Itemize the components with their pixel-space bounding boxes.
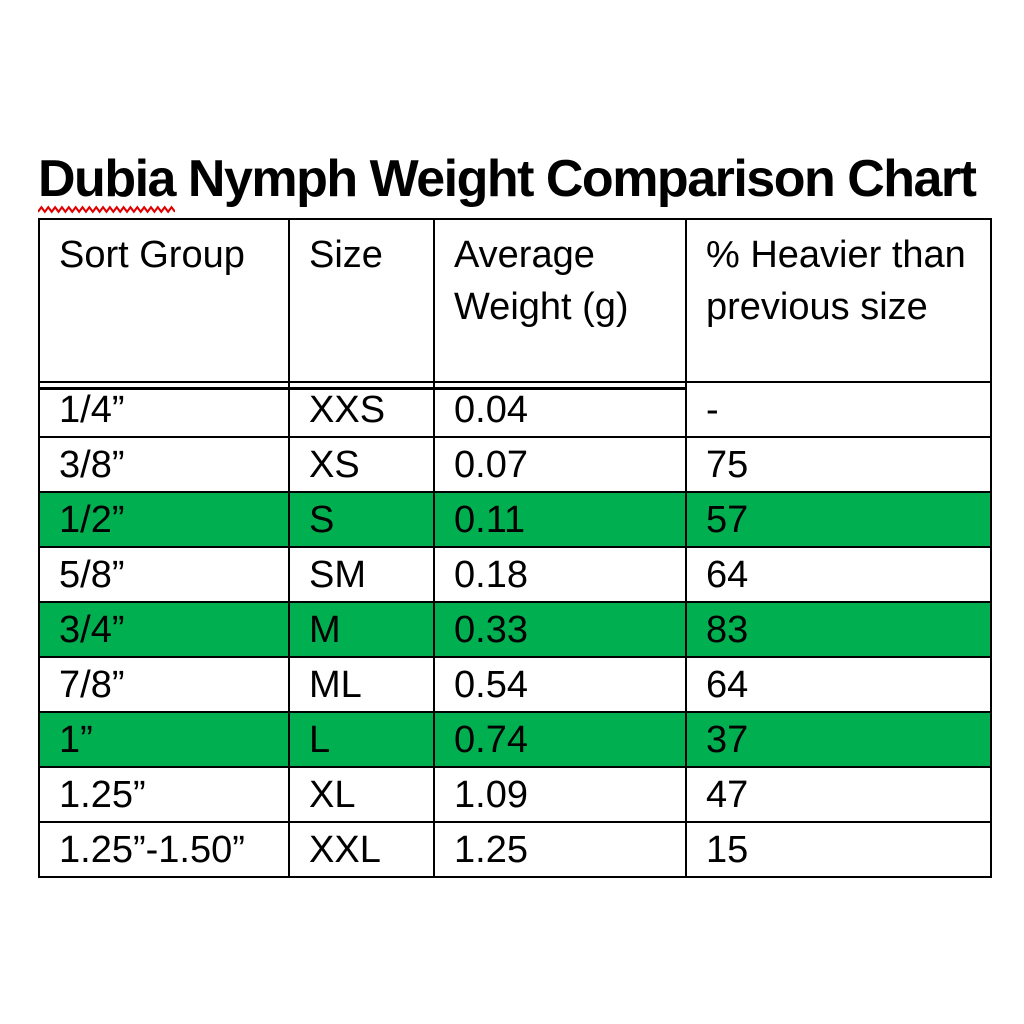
table-row: 1.25”-1.50” XXL 1.25 15 [38, 821, 992, 878]
cell-avg-weight: 0.54 [433, 656, 687, 713]
cell-pct-heavier: 37 [685, 711, 992, 768]
spellcheck-flagged-word: Dubia [38, 149, 176, 214]
weight-comparison-table-wrap: Sort Group Size Average Weight (g) % Hea… [38, 218, 992, 878]
cell-size: ML [288, 656, 435, 713]
cell-avg-weight: 1.25 [433, 821, 687, 878]
cell-size: XL [288, 766, 435, 823]
cell-sort-group: 3/8” [38, 436, 290, 493]
cell-sort-group: 1.25”-1.50” [38, 821, 290, 878]
cell-size: XXS [288, 381, 435, 438]
header-sort-group: Sort Group [38, 218, 290, 383]
cell-avg-weight: 0.04 [433, 381, 687, 438]
cell-pct-heavier: 75 [685, 436, 992, 493]
header-row: Sort Group Size Average Weight (g) % Hea… [38, 218, 992, 383]
table-row: 5/8” SM 0.18 64 [38, 546, 992, 603]
cell-avg-weight: 1.09 [433, 766, 687, 823]
header-avg-weight: Average Weight (g) [433, 218, 687, 383]
cell-sort-group: 1/4” [38, 381, 290, 438]
title-word-dubia: Dubia [38, 149, 176, 208]
cell-size: L [288, 711, 435, 768]
cell-avg-weight: 0.74 [433, 711, 687, 768]
cell-sort-group: 1/2” [38, 491, 290, 548]
cell-sort-group: 1” [38, 711, 290, 768]
cell-avg-weight: 0.07 [433, 436, 687, 493]
cell-pct-heavier: 57 [685, 491, 992, 548]
cell-pct-heavier: 47 [685, 766, 992, 823]
header-size: Size [288, 218, 435, 383]
cell-sort-group: 1.25” [38, 766, 290, 823]
cell-size: XS [288, 436, 435, 493]
title-rest: Nymph Weight Comparison Chart [174, 149, 977, 208]
cell-size: SM [288, 546, 435, 603]
cell-size: S [288, 491, 435, 548]
cell-sort-group: 3/4” [38, 601, 290, 658]
cell-pct-heavier: 64 [685, 656, 992, 713]
cell-avg-weight: 0.11 [433, 491, 687, 548]
cell-pct-heavier: - [685, 381, 992, 438]
table-row: 1/4” XXS 0.04 - [38, 381, 992, 438]
cell-size: M [288, 601, 435, 658]
cell-sort-group: 5/8” [38, 546, 290, 603]
cell-pct-heavier: 83 [685, 601, 992, 658]
table-row: 1” L 0.74 37 [38, 711, 992, 768]
cell-pct-heavier: 15 [685, 821, 992, 878]
weight-comparison-table: Sort Group Size Average Weight (g) % Hea… [38, 218, 992, 878]
cell-sort-group: 7/8” [38, 656, 290, 713]
table-row: 1/2” S 0.11 57 [38, 491, 992, 548]
page-title: Dubia Nymph Weight Comparison Chart [38, 149, 977, 214]
table-row: 3/4” M 0.33 83 [38, 601, 992, 658]
header-pct-heavier: % Heavier than previous size [685, 218, 992, 383]
cell-avg-weight: 0.18 [433, 546, 687, 603]
table-row: 1.25” XL 1.09 47 [38, 766, 992, 823]
table-body: 1/4” XXS 0.04 - 3/8” XS 0.07 75 1/2” S 0… [38, 381, 992, 878]
spellcheck-squiggle-icon [38, 205, 175, 214]
cell-pct-heavier: 64 [685, 546, 992, 603]
cell-size: XXL [288, 821, 435, 878]
cell-avg-weight: 0.33 [433, 601, 687, 658]
table-row: 7/8” ML 0.54 64 [38, 656, 992, 713]
table-row: 3/8” XS 0.07 75 [38, 436, 992, 493]
